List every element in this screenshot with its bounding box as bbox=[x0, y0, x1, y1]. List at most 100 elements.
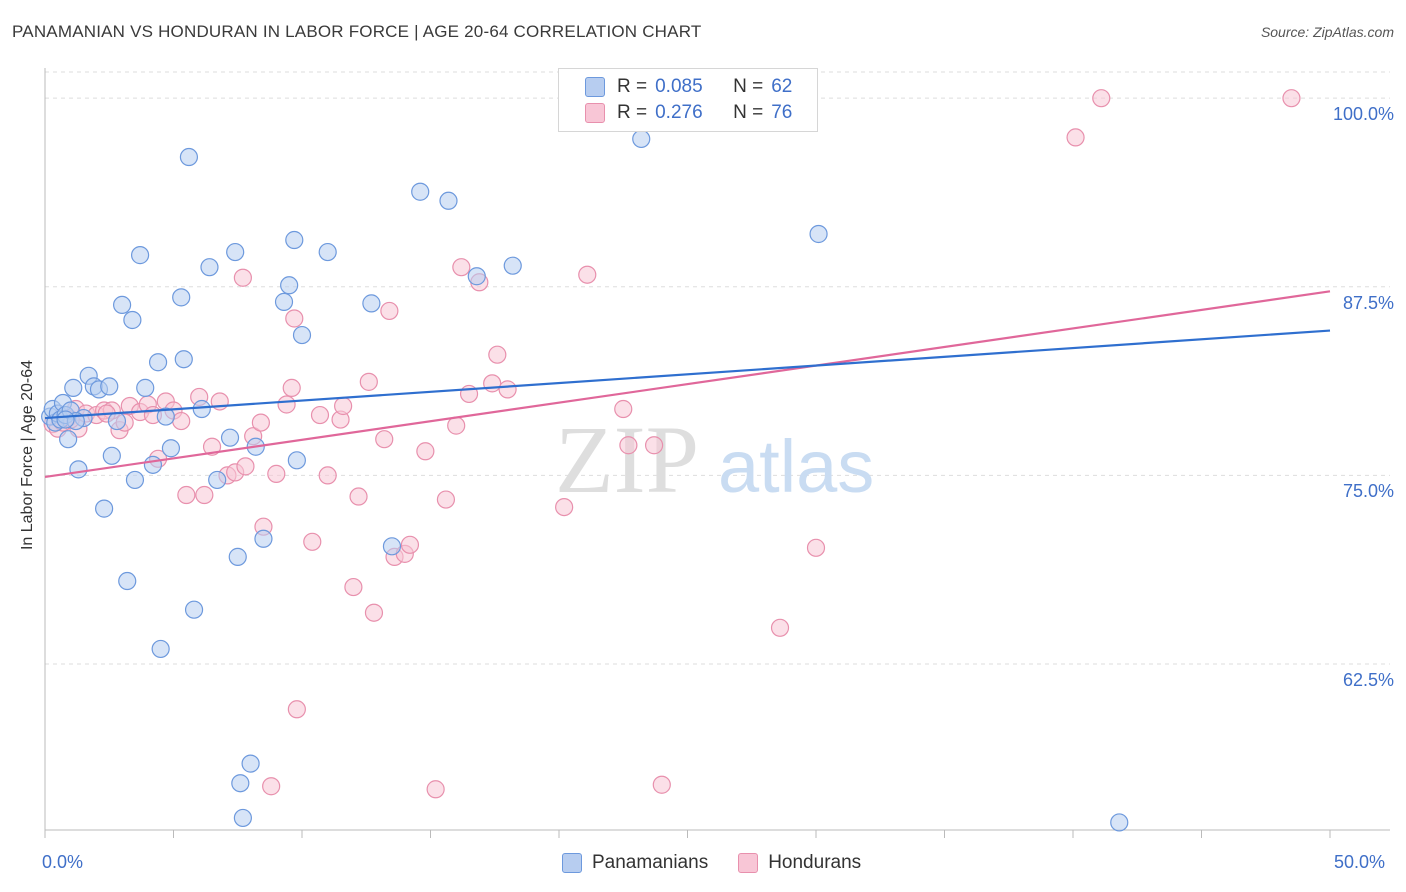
data-point bbox=[125, 470, 145, 490]
data-point bbox=[231, 774, 250, 793]
watermark: ZIP atlas bbox=[555, 406, 874, 513]
legend-label: Panamanians bbox=[592, 852, 709, 873]
data-point bbox=[447, 416, 466, 435]
data-point bbox=[416, 442, 435, 461]
data-point bbox=[632, 129, 651, 149]
legend-item-panamanians[interactable]: Panamanians bbox=[562, 852, 708, 874]
data-point bbox=[644, 436, 664, 455]
data-point bbox=[172, 411, 191, 431]
data-point bbox=[318, 466, 337, 485]
data-point bbox=[436, 490, 456, 509]
data-point bbox=[64, 378, 83, 397]
data-point bbox=[498, 380, 517, 399]
y-axis-label: In Labor Force | Age 20-64 bbox=[19, 359, 36, 551]
data-point bbox=[488, 345, 507, 364]
x-tick-label: 0.0% bbox=[42, 852, 84, 872]
data-point bbox=[439, 191, 458, 210]
data-point bbox=[151, 639, 170, 659]
data-point bbox=[555, 497, 574, 517]
data-point bbox=[503, 256, 522, 275]
data-point bbox=[362, 294, 381, 313]
legend-swatch-pink bbox=[585, 103, 605, 123]
data-point bbox=[241, 754, 260, 773]
data-point bbox=[233, 268, 252, 287]
data-point bbox=[287, 451, 306, 470]
data-point bbox=[285, 230, 304, 250]
data-point bbox=[1110, 813, 1129, 832]
watermark-atlas: atlas bbox=[718, 425, 874, 508]
y-tick-label: 100.0% bbox=[1332, 104, 1394, 125]
trend-line bbox=[44, 329, 1331, 420]
data-point bbox=[287, 700, 306, 719]
data-point bbox=[208, 470, 227, 490]
data-point bbox=[148, 353, 168, 372]
data-point bbox=[172, 288, 191, 307]
data-point bbox=[226, 242, 245, 262]
data-point bbox=[236, 457, 255, 476]
watermark-zip: ZIP bbox=[555, 406, 699, 513]
n-label: N = bbox=[733, 76, 764, 97]
r-value: 0.085 bbox=[655, 76, 703, 97]
data-point bbox=[310, 405, 330, 425]
data-point bbox=[452, 258, 471, 277]
data-point bbox=[303, 532, 322, 551]
data-point bbox=[277, 395, 296, 414]
data-point bbox=[118, 571, 137, 591]
grid-lines bbox=[45, 71, 1390, 665]
data-point bbox=[202, 437, 222, 456]
data-point bbox=[184, 600, 204, 619]
r-label: R = bbox=[617, 76, 648, 97]
data-point bbox=[1066, 128, 1085, 147]
data-point bbox=[251, 413, 270, 432]
data-point bbox=[380, 301, 399, 321]
data-point bbox=[334, 396, 353, 416]
data-point bbox=[426, 780, 445, 799]
n-value: 62 bbox=[771, 76, 793, 97]
data-point bbox=[292, 325, 312, 345]
data-point bbox=[1092, 89, 1111, 108]
y-tick-label: 87.5% bbox=[1342, 292, 1394, 313]
data-point bbox=[318, 242, 337, 262]
data-point bbox=[59, 430, 78, 449]
legend-swatch-blue bbox=[585, 77, 605, 97]
data-point bbox=[652, 775, 671, 794]
data-point bbox=[143, 455, 163, 474]
data-point bbox=[95, 499, 114, 518]
data-point bbox=[161, 439, 181, 458]
n-value: 76 bbox=[771, 102, 793, 123]
data-point bbox=[195, 485, 214, 505]
series-panamanians bbox=[41, 129, 1129, 832]
data-point bbox=[156, 407, 175, 426]
legend-row-panamanians: R = 0.085 N = 62 bbox=[585, 74, 792, 100]
axes bbox=[44, 68, 1390, 838]
data-point bbox=[806, 538, 826, 557]
data-point bbox=[382, 537, 402, 556]
data-point bbox=[400, 535, 420, 554]
data-point bbox=[344, 577, 363, 597]
y-tick-label: 75.0% bbox=[1342, 481, 1394, 502]
legend-swatch-pink bbox=[738, 853, 759, 873]
data-point bbox=[483, 374, 502, 393]
data-point bbox=[102, 446, 121, 465]
data-point bbox=[809, 224, 828, 244]
data-point bbox=[411, 182, 430, 201]
data-point bbox=[262, 777, 281, 796]
data-point bbox=[375, 430, 394, 449]
data-point bbox=[614, 399, 633, 419]
trend-lines bbox=[44, 290, 1331, 479]
data-point bbox=[179, 147, 199, 167]
source-label: Source: ZipAtlas.com bbox=[1260, 24, 1394, 40]
data-point bbox=[107, 411, 127, 431]
series-legend: Panamanians Hondurans bbox=[562, 852, 891, 874]
data-point bbox=[274, 292, 294, 311]
data-point bbox=[130, 246, 150, 265]
trend-line bbox=[44, 290, 1331, 479]
y-tick-label: 62.5% bbox=[1342, 670, 1394, 691]
data-point bbox=[1282, 89, 1301, 108]
data-point bbox=[200, 258, 219, 277]
legend-item-hondurans[interactable]: Hondurans bbox=[738, 852, 861, 874]
x-tick-label: 50.0% bbox=[1334, 852, 1386, 872]
data-point bbox=[578, 265, 597, 284]
data-point bbox=[282, 378, 301, 397]
